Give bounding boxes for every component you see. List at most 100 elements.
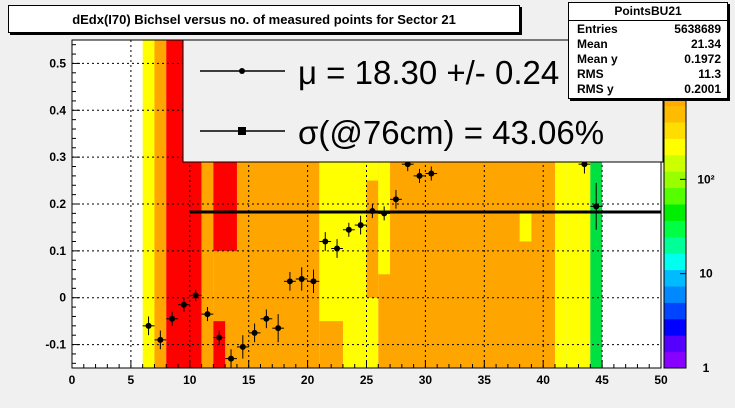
palette-tick-label: 10² — [697, 172, 714, 186]
x-tick-label: 45 — [595, 373, 609, 387]
y-tick-label: 0.1 — [49, 244, 66, 258]
palette-band — [664, 351, 686, 369]
palette-band — [664, 236, 686, 254]
stats-box: PointsBU21 Entries 5638689 Mean 21.34 Me… — [568, 2, 728, 99]
palette-band — [664, 220, 686, 238]
data-point — [354, 215, 367, 235]
palette-band — [664, 138, 686, 156]
data-point — [331, 239, 343, 258]
data-point — [225, 349, 237, 368]
data-points-layer — [142, 154, 603, 368]
data-marker — [404, 161, 411, 168]
stats-row-rms: RMS 11.3 — [577, 67, 721, 81]
data-point — [590, 182, 603, 230]
axes-layer: 0 5 10 15 20 25 30 35 40 45 50 -0.1 0 0.1 0.2 0.3 0.4 0.5 — [45, 39, 668, 387]
chart-title-box: dEdx(I70) Bichsel versus no. of measured… — [8, 5, 520, 33]
palette-tick-label: 10 — [699, 267, 713, 281]
palette-band — [664, 253, 686, 271]
data-marker — [310, 278, 317, 285]
data-point — [295, 267, 308, 291]
data-point — [236, 335, 249, 359]
palette-band — [664, 286, 686, 303]
data-marker — [416, 172, 423, 179]
data-point — [425, 166, 438, 181]
data-point — [166, 311, 179, 326]
data-point — [413, 168, 426, 183]
data-marker — [251, 329, 258, 336]
heatmap-cell — [378, 110, 391, 275]
data-point — [284, 271, 296, 291]
data-marker — [322, 238, 329, 245]
stats-value: 5638689 — [674, 22, 721, 36]
y-tick-label: -0.1 — [45, 338, 66, 352]
data-point — [307, 269, 320, 294]
data-marker — [381, 210, 388, 217]
data-marker — [298, 275, 305, 282]
x-tick-label: 35 — [478, 373, 492, 387]
legend-sigma-text: σ(@76cm) = 43.06% — [298, 114, 604, 151]
stats-label: RMS y — [577, 82, 614, 96]
palette-band — [664, 269, 686, 287]
palette-band — [664, 335, 686, 353]
legend-sigma-marker — [238, 127, 246, 135]
legend-mu-marker — [239, 68, 245, 74]
stats-label: Entries — [577, 22, 618, 36]
palette-band — [664, 204, 686, 221]
heatmap-cell — [213, 157, 237, 251]
data-point — [178, 297, 190, 312]
data-point — [378, 206, 391, 221]
stats-name: PointsBU21 — [614, 4, 682, 18]
heatmap-column — [578, 40, 591, 368]
data-point — [390, 189, 402, 209]
data-marker — [239, 343, 246, 350]
data-marker — [286, 278, 293, 285]
data-marker — [357, 222, 364, 229]
palette-tick-label: 1 — [703, 361, 710, 375]
y-tick-label: 0.5 — [49, 56, 66, 70]
y-tick-label: 0.2 — [49, 197, 66, 211]
stats-row-rms-y: RMS y 0.2001 — [577, 82, 721, 96]
chart-title: dEdx(I70) Bichsel versus no. of measured… — [72, 12, 456, 27]
data-marker — [157, 336, 164, 343]
data-point — [342, 222, 355, 237]
legend-mu-text: μ = 18.30 +/- 0.24 % — [298, 54, 598, 91]
x-tick-label: 5 — [128, 373, 135, 387]
stats-value: 0.1972 — [684, 52, 721, 66]
palette-band — [664, 105, 686, 123]
data-marker — [263, 315, 270, 322]
data-marker — [169, 315, 176, 322]
data-marker — [345, 226, 352, 233]
data-marker — [581, 161, 588, 168]
data-marker — [228, 355, 235, 362]
data-point — [319, 232, 332, 251]
stats-value: 21.34 — [690, 37, 721, 51]
data-point — [201, 307, 214, 322]
data-point — [142, 316, 155, 336]
x-tick-label: 0 — [69, 373, 76, 387]
data-point — [154, 330, 167, 350]
data-marker — [334, 245, 341, 252]
heatmap-column — [154, 40, 167, 368]
x-tick-label: 20 — [301, 373, 315, 387]
y-tick-label: 0.4 — [49, 103, 66, 117]
data-point — [189, 289, 202, 301]
data-marker — [180, 301, 187, 308]
x-tick-label: 25 — [360, 373, 374, 387]
data-marker — [145, 322, 152, 329]
data-marker — [428, 170, 435, 177]
heatmap-cell — [519, 213, 532, 242]
heatmap-column — [554, 40, 567, 368]
palette-band — [664, 318, 686, 336]
heatmap-cell — [319, 321, 343, 368]
data-point — [213, 330, 226, 345]
stats-row-mean: Mean 21.34 — [577, 37, 721, 51]
y-tick-label: 0.3 — [49, 150, 66, 164]
data-marker — [192, 292, 199, 299]
palette-band — [664, 171, 686, 189]
data-marker — [369, 208, 376, 215]
x-tick-label: 30 — [419, 373, 433, 387]
data-marker — [392, 196, 399, 203]
data-point — [248, 323, 261, 343]
data-marker — [216, 334, 223, 341]
